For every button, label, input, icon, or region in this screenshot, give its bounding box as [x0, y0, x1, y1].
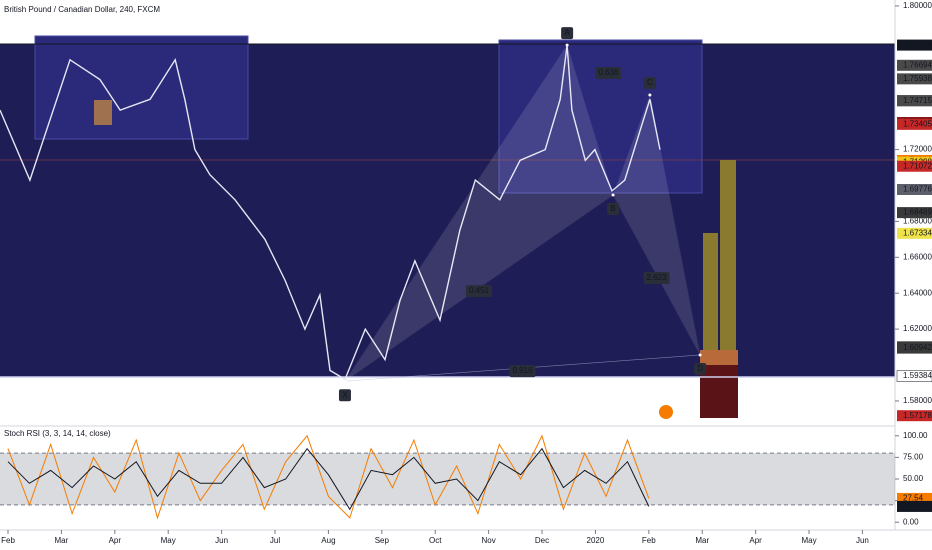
price-tag [897, 342, 932, 354]
indicator-title: Stoch RSI (3, 3, 14, 14, close) [4, 429, 111, 438]
target-bar [703, 233, 718, 350]
price-tag [897, 500, 932, 512]
price-tag-label: 1.67334 [903, 228, 932, 237]
ratio-badge [509, 365, 536, 378]
y-tick-label: 1.72000 [903, 145, 932, 154]
ratio-label: 0.916 [513, 366, 534, 375]
entry-zone [94, 100, 112, 125]
x-tick-label: May [161, 536, 176, 545]
x-tick-label: Dec [535, 536, 549, 545]
y-tick-label: 1.64000 [903, 288, 932, 297]
pattern-point [648, 93, 652, 97]
target-bar [720, 160, 736, 350]
x-tick-label: Jun [856, 536, 869, 545]
pattern-badge [694, 362, 707, 375]
price-tag [897, 410, 932, 422]
pattern-badge [607, 202, 620, 215]
y-tick-label: 100.00 [903, 431, 928, 440]
price-tag [897, 95, 932, 107]
y-tick-label: 75.00 [903, 452, 924, 461]
price-tag [897, 59, 932, 71]
y-tick-label: 1.68000 [903, 216, 932, 225]
pattern-badge [643, 76, 656, 89]
price-tag [897, 118, 932, 130]
price-tag [897, 207, 932, 219]
x-tick-label: Sep [375, 536, 390, 545]
x-tick-label: Feb [1, 536, 15, 545]
price-tag-label: 1.77819 [903, 40, 932, 49]
x-tick-label: Mar [55, 536, 69, 545]
price-tag-label: 18.26 [903, 502, 924, 511]
pattern-label: X [342, 390, 348, 399]
price-tag [897, 39, 932, 51]
band-fill [0, 453, 895, 505]
price-tag [897, 183, 932, 195]
price-tag-label: 27.54 [903, 494, 924, 503]
x-tick-label: Apr [749, 536, 762, 545]
pattern-label: D [697, 364, 703, 373]
y-tick-label: 1.66000 [903, 252, 932, 261]
pattern-point [698, 353, 702, 357]
ratio-badge [643, 271, 670, 284]
x-tick-label: Aug [321, 536, 335, 545]
price-tag-label: 1.71072 [903, 161, 932, 170]
ratio-label: 0.451 [469, 286, 490, 295]
price-tag-label: 1.73405 [903, 119, 932, 128]
chart-title: British Pound / Canadian Dollar, 240, FX… [4, 5, 160, 14]
price-tag [897, 227, 932, 239]
x-tick-label: Mar [695, 536, 709, 545]
x-tick-label: 2020 [587, 536, 605, 545]
price-tag-label: 1.68489 [903, 208, 932, 217]
pattern-point [343, 379, 347, 383]
pattern-badge [561, 27, 574, 40]
y-tick-label: 1.80000 [903, 1, 932, 10]
pattern-label: B [610, 204, 615, 213]
pattern-label: C [647, 78, 653, 87]
x-tick-label: Feb [642, 536, 656, 545]
y-tick-label: 1.58000 [903, 396, 932, 405]
range-box [34, 35, 249, 140]
price-tag-label: 1.59384 [903, 371, 932, 380]
price-line [7, 434, 650, 520]
price-tag-label: 1.69776 [903, 185, 932, 194]
pattern-label: A [564, 28, 570, 37]
x-tick-label: Apr [109, 536, 122, 545]
ratio-badge [466, 285, 493, 298]
pattern-point [611, 193, 615, 197]
x-tick-label: May [801, 536, 816, 545]
price-line [0, 45, 661, 381]
price-tag [897, 73, 932, 85]
x-tick-label: Nov [482, 536, 496, 545]
price-line [7, 447, 650, 511]
ratio-badge [595, 67, 622, 80]
price-tag-label: 1.74715 [903, 96, 932, 105]
price-tag [897, 160, 932, 172]
range-box [498, 39, 703, 194]
price-tag [896, 370, 932, 382]
risk-zone [700, 365, 738, 418]
x-tick-label: Jun [215, 536, 228, 545]
entry-zone [700, 350, 738, 365]
ratio-label: 2.623 [647, 273, 668, 282]
price-tag-label: 1.75938 [903, 74, 932, 83]
pattern-badge [338, 389, 351, 402]
ratio-label: 0.636 [598, 68, 619, 77]
y-tick-label: 0.00 [903, 517, 919, 526]
x-tick-label: Oct [429, 536, 442, 545]
pattern-point [565, 43, 569, 47]
event-icon[interactable] [659, 405, 673, 419]
price-tag-label: 1.60942 [903, 343, 932, 352]
price-tag-label: 1.57178 [903, 411, 932, 420]
price-tag-label: 1.76694 [903, 60, 932, 69]
x-tick-label: Jul [270, 536, 280, 545]
y-tick-label: 1.62000 [903, 324, 932, 333]
y-tick-label: 50.00 [903, 474, 924, 483]
price-tag [897, 492, 932, 504]
